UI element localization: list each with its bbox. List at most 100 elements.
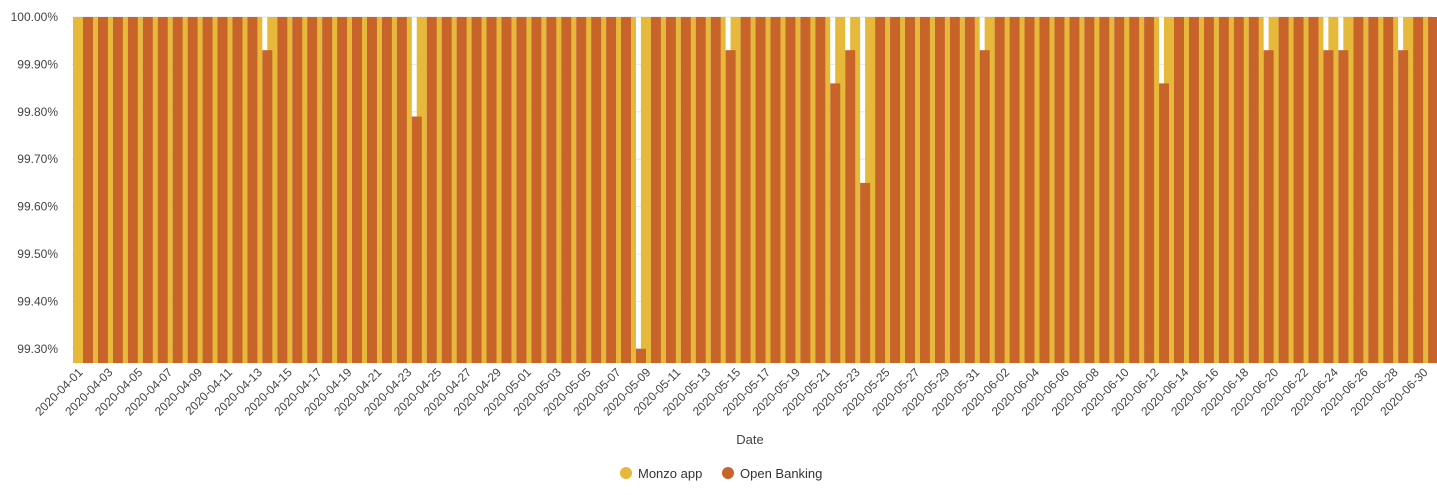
bar-open-banking[interactable] xyxy=(1203,17,1214,363)
bar-open-banking[interactable] xyxy=(665,17,676,363)
bar-open-banking[interactable] xyxy=(1173,17,1184,363)
bar-open-banking[interactable] xyxy=(1114,17,1125,363)
bar-open-banking[interactable] xyxy=(366,17,377,363)
bar-open-banking[interactable] xyxy=(904,17,915,363)
bar-open-banking[interactable] xyxy=(157,17,168,363)
bar-open-banking[interactable] xyxy=(546,17,557,363)
bar-open-banking[interactable] xyxy=(83,17,93,363)
bar-open-banking[interactable] xyxy=(1159,83,1170,364)
legend-label[interactable]: Monzo app xyxy=(638,466,702,481)
bar-open-banking[interactable] xyxy=(949,17,960,363)
bar-open-banking[interactable] xyxy=(994,17,1005,363)
bar-open-banking[interactable] xyxy=(830,83,841,364)
bar-open-banking[interactable] xyxy=(576,17,587,363)
bar-open-banking[interactable] xyxy=(1009,17,1020,363)
bar-open-banking[interactable] xyxy=(97,17,108,363)
bar-open-banking[interactable] xyxy=(426,17,437,363)
bar-open-banking[interactable] xyxy=(934,17,945,363)
bar-open-banking[interactable] xyxy=(337,17,348,363)
bar-open-banking[interactable] xyxy=(531,17,542,363)
bar-open-banking[interactable] xyxy=(516,17,527,363)
bar-open-banking[interactable] xyxy=(1084,17,1095,363)
bar-open-banking[interactable] xyxy=(292,17,303,363)
bar-open-banking[interactable] xyxy=(800,17,811,363)
bar-open-banking[interactable] xyxy=(202,17,213,363)
legend[interactable]: Monzo app Open Banking xyxy=(620,466,822,481)
bar-open-banking[interactable] xyxy=(127,17,138,363)
y-tick-label: 99.30% xyxy=(17,342,58,356)
bar-open-banking[interactable] xyxy=(710,17,721,363)
bar-open-banking[interactable] xyxy=(591,17,602,363)
bar-open-banking[interactable] xyxy=(561,17,572,363)
bar-open-banking[interactable] xyxy=(441,17,452,363)
bar-open-banking[interactable] xyxy=(770,17,781,363)
bar-open-banking[interactable] xyxy=(307,17,318,363)
bar-open-banking[interactable] xyxy=(217,17,228,363)
bar-open-banking[interactable] xyxy=(1308,17,1319,363)
bar-open-banking[interactable] xyxy=(1293,17,1304,363)
legend-label[interactable]: Open Banking xyxy=(740,466,822,481)
bar-open-banking[interactable] xyxy=(890,17,901,363)
bar-open-banking[interactable] xyxy=(1039,17,1050,363)
bar-open-banking[interactable] xyxy=(1129,17,1140,363)
bar-monzo-app[interactable] xyxy=(640,17,651,363)
bar-open-banking[interactable] xyxy=(964,17,975,363)
bar-open-banking[interactable] xyxy=(232,17,243,363)
bar-open-banking[interactable] xyxy=(247,17,258,363)
bar-open-banking[interactable] xyxy=(650,17,661,363)
y-tick-label: 100.00% xyxy=(11,10,59,24)
bar-open-banking[interactable] xyxy=(1054,17,1065,363)
bar-open-banking[interactable] xyxy=(606,17,617,363)
bar-open-banking[interactable] xyxy=(1024,17,1035,363)
bar-open-banking[interactable] xyxy=(1144,17,1155,363)
bar-open-banking[interactable] xyxy=(411,116,422,363)
bar-open-banking[interactable] xyxy=(381,17,392,363)
bar-open-banking[interactable] xyxy=(1398,50,1409,364)
bar-open-banking[interactable] xyxy=(740,17,751,363)
bar-open-banking[interactable] xyxy=(486,17,497,363)
bar-open-banking[interactable] xyxy=(1248,17,1259,363)
bar-open-banking[interactable] xyxy=(845,50,856,364)
bar-open-banking[interactable] xyxy=(635,348,646,363)
bar-open-banking[interactable] xyxy=(1069,17,1080,363)
bar-open-banking[interactable] xyxy=(1263,50,1274,364)
bar-open-banking[interactable] xyxy=(875,17,886,363)
bar-open-banking[interactable] xyxy=(1413,17,1424,363)
bar-open-banking[interactable] xyxy=(142,17,153,363)
bar-open-banking[interactable] xyxy=(1383,17,1394,363)
bar-open-banking[interactable] xyxy=(471,17,482,363)
bar-open-banking[interactable] xyxy=(112,17,123,363)
bar-open-banking[interactable] xyxy=(1353,17,1364,363)
bar-open-banking[interactable] xyxy=(755,17,766,363)
bar-open-banking[interactable] xyxy=(680,17,691,363)
bar-open-banking[interactable] xyxy=(501,17,512,363)
bar-open-banking[interactable] xyxy=(621,17,632,363)
bar-monzo-app[interactable] xyxy=(73,17,83,363)
bar-open-banking[interactable] xyxy=(1233,17,1244,363)
bar-open-banking[interactable] xyxy=(1428,17,1437,363)
bar-open-banking[interactable] xyxy=(1368,17,1379,363)
bar-open-banking[interactable] xyxy=(352,17,363,363)
bar-open-banking[interactable] xyxy=(919,17,930,363)
bar-open-banking[interactable] xyxy=(1218,17,1229,363)
legend-swatch xyxy=(722,467,734,479)
bar-open-banking[interactable] xyxy=(979,50,990,364)
bar-open-banking[interactable] xyxy=(172,17,183,363)
bar-open-banking[interactable] xyxy=(277,17,288,363)
y-tick-label: 99.40% xyxy=(17,294,58,308)
bar-open-banking[interactable] xyxy=(456,17,467,363)
bar-open-banking[interactable] xyxy=(695,17,706,363)
bar-open-banking[interactable] xyxy=(322,17,333,363)
bar-open-banking[interactable] xyxy=(1323,50,1334,364)
bar-open-banking[interactable] xyxy=(262,50,273,364)
bar-open-banking[interactable] xyxy=(1278,17,1289,363)
bar-open-banking[interactable] xyxy=(815,17,826,363)
bar-open-banking[interactable] xyxy=(725,50,736,364)
bar-open-banking[interactable] xyxy=(1188,17,1199,363)
bar-open-banking[interactable] xyxy=(187,17,198,363)
bar-open-banking[interactable] xyxy=(396,17,407,363)
bar-open-banking[interactable] xyxy=(860,182,871,363)
bar-open-banking[interactable] xyxy=(785,17,796,363)
bar-open-banking[interactable] xyxy=(1099,17,1110,363)
bar-open-banking[interactable] xyxy=(1338,50,1349,364)
